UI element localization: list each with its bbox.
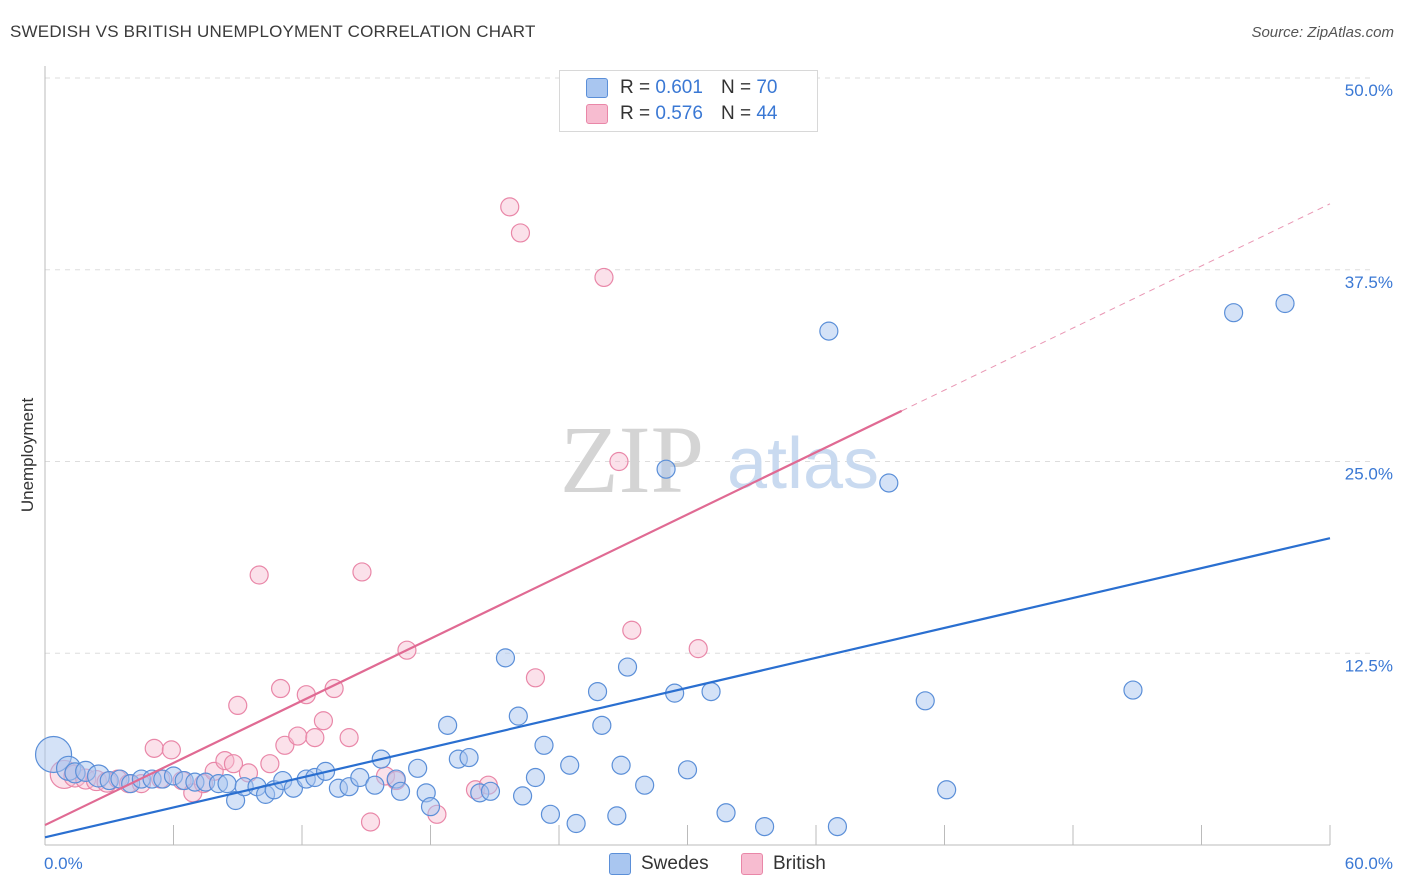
british-point-30 — [360, 812, 381, 832]
swedes-trend-line — [44, 537, 1331, 839]
swedes-point-46 — [534, 735, 554, 755]
swedes-point-44 — [512, 786, 533, 806]
swedes-point-59 — [701, 681, 721, 702]
bottom-legend-swedes[interactable]: Swedes — [609, 852, 709, 876]
british-r-value: 0.576 — [655, 103, 703, 124]
swedes-point-36 — [420, 797, 441, 817]
british-trend-line — [44, 409, 903, 827]
swedes-point-48 — [560, 755, 580, 775]
british-point-43 — [688, 639, 708, 659]
x-axis-tick-labels: 0.0% 60.0% — [44, 854, 1393, 873]
british-point-25 — [305, 728, 325, 748]
swedes-n-label: N = — [720, 77, 752, 98]
british-point-10 — [161, 740, 181, 760]
swedes-point-51 — [592, 715, 612, 735]
british-point-23 — [288, 726, 308, 746]
swedes-point-49 — [566, 813, 586, 834]
y-tick-label-1: 25.0% — [1345, 465, 1393, 484]
correlation-legend: R = 0.601 N = 70 R = 0.576 N = 44 — [559, 70, 818, 132]
swedes-point-33 — [390, 781, 411, 801]
swedes-point-30 — [365, 775, 385, 795]
source-label: Source: ZipAtlas.com — [1251, 24, 1394, 41]
british-point-8 — [144, 738, 164, 758]
british-point-38 — [510, 223, 531, 243]
british-point-28 — [339, 728, 359, 748]
swedes-points — [34, 293, 1295, 837]
swedes-point-67 — [1123, 680, 1143, 700]
swedes-point-62 — [819, 321, 839, 341]
british-point-21 — [270, 678, 291, 699]
swedes-point-39 — [459, 747, 479, 768]
swedes-point-66 — [937, 780, 957, 800]
swedes-point-17 — [226, 790, 246, 811]
swedes-point-42 — [495, 648, 516, 668]
swedes-legend-label: Swedes — [641, 853, 709, 874]
x-tick-label-1: 60.0% — [1345, 854, 1393, 873]
x-axis-ticks — [44, 825, 1331, 845]
swedes-point-60 — [716, 803, 736, 823]
y-tick-label-2: 37.5% — [1345, 273, 1393, 292]
swedes-point-43 — [508, 706, 528, 726]
swedes-point-54 — [617, 657, 638, 677]
swedes-point-64 — [879, 473, 899, 493]
british-point-19 — [249, 565, 269, 585]
british-point-29 — [352, 562, 372, 582]
swedes-point-37 — [438, 715, 458, 735]
british-points — [49, 197, 708, 832]
legend-row-british: R = 0.576 N = 44 — [586, 102, 777, 126]
british-n-value: 44 — [756, 103, 778, 124]
british-point-16 — [223, 754, 244, 774]
swedes-point-45 — [525, 767, 546, 788]
swedes-point-53 — [611, 755, 631, 775]
swedes-point-52 — [607, 806, 627, 826]
trend-lines — [44, 203, 1331, 839]
y-tick-label-3: 50.0% — [1345, 81, 1393, 100]
watermark-atlas: atlas — [727, 424, 879, 504]
british-point-39 — [525, 668, 546, 688]
british-point-40 — [594, 267, 614, 288]
british-point-26 — [313, 711, 334, 731]
chart-title: SWEDISH VS BRITISH UNEMPLOYMENT CORRELAT… — [10, 22, 536, 41]
swedes-point-55 — [635, 775, 655, 795]
british-swatch — [586, 104, 608, 124]
swedes-point-34 — [408, 758, 428, 778]
british-legend-swatch — [741, 853, 763, 875]
british-legend-label: British — [773, 853, 826, 874]
swedes-point-61 — [754, 816, 775, 837]
swedes-point-50 — [587, 681, 608, 702]
legend-row-swedes: R = 0.601 N = 70 — [586, 76, 777, 100]
swedes-r-label: R = — [620, 77, 651, 98]
british-point-17 — [228, 695, 248, 716]
watermark-zip: ZIP — [560, 406, 704, 513]
swedes-swatch — [586, 78, 608, 98]
swedes-point-41 — [480, 781, 501, 801]
swedes-n-value: 70 — [756, 77, 778, 98]
x-tick-label-0: 0.0% — [44, 854, 83, 873]
british-n-label: N = — [720, 103, 752, 124]
swedes-legend-swatch — [609, 853, 631, 875]
y-axis-tick-labels: 12.5% 25.0% 37.5% 50.0% — [1345, 81, 1393, 675]
british-point-42 — [622, 620, 642, 640]
swedes-r-value: 0.601 — [655, 77, 703, 98]
swedes-point-29 — [350, 767, 370, 788]
swedes-point-47 — [540, 804, 561, 824]
swedes-point-68 — [1224, 303, 1244, 323]
swedes-point-65 — [915, 691, 935, 711]
british-r-label: R = — [620, 103, 651, 124]
swedes-point-58 — [677, 760, 698, 780]
swedes-point-69 — [1275, 293, 1295, 314]
british-point-41 — [609, 451, 629, 472]
swedes-point-16 — [217, 774, 237, 794]
british-trend-extension — [901, 203, 1331, 412]
swedes-point-56 — [656, 459, 676, 479]
swedes-point-63 — [827, 816, 848, 837]
british-point-20 — [260, 754, 280, 774]
bottom-legend-british[interactable]: British — [741, 852, 826, 876]
british-point-37 — [500, 197, 520, 217]
y-tick-label-0: 12.5% — [1345, 656, 1393, 675]
